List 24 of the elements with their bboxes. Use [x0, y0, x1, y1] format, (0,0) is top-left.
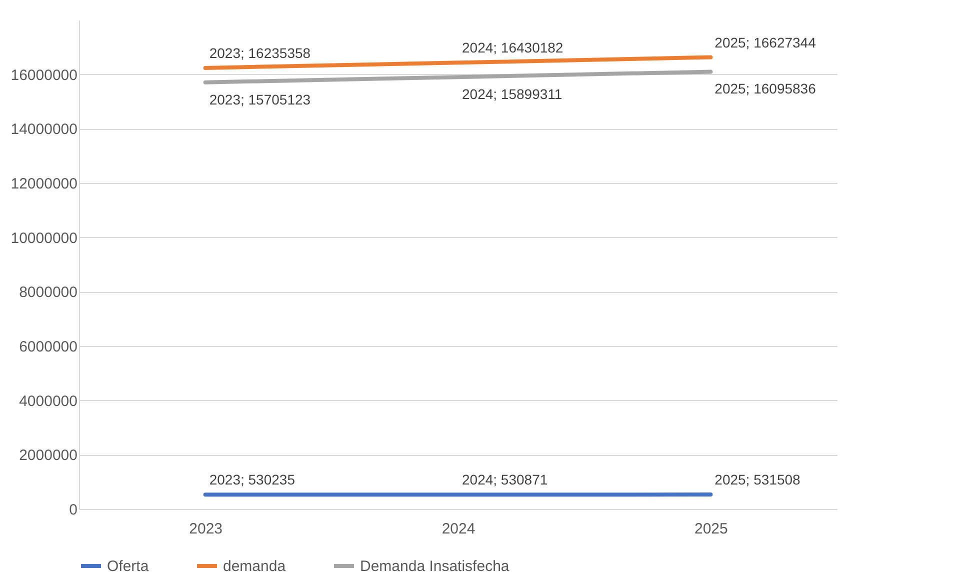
y-tick-label: 0 — [69, 502, 78, 518]
data-label: 2023; 16235358 — [209, 44, 311, 61]
data-label: 2024; 530871 — [462, 472, 548, 488]
y-tick-label: 8000000 — [19, 284, 78, 302]
legend-label: demanda — [223, 558, 286, 575]
data-label: 2023; 530235 — [209, 472, 296, 488]
y-tick-label: 4000000 — [19, 392, 78, 410]
y-tick-label: 14000000 — [10, 121, 78, 138]
y-tick-label: 16000000 — [10, 66, 78, 84]
data-label: 2024; 15899311 — [462, 86, 562, 102]
data-label: 2023; 15705123 — [209, 91, 311, 108]
legend-label: Demanda Insatisfecha — [360, 558, 510, 575]
data-label: 2025; 16627344 — [714, 34, 816, 50]
y-tick-label: 2000000 — [19, 447, 78, 464]
data-label: 2024; 16430182 — [462, 40, 564, 56]
x-tick-label: 2025 — [694, 520, 728, 538]
x-tick-label: 2024 — [442, 520, 476, 538]
data-label: 2025; 16095836 — [714, 80, 816, 97]
legend-label: Oferta — [107, 558, 150, 575]
x-tick-label: 2023 — [189, 520, 223, 538]
y-tick-label: 12000000 — [10, 176, 78, 192]
y-tick-label: 10000000 — [10, 230, 78, 247]
y-tick-label: 6000000 — [19, 338, 78, 356]
data-label: 2025; 531508 — [714, 472, 801, 488]
